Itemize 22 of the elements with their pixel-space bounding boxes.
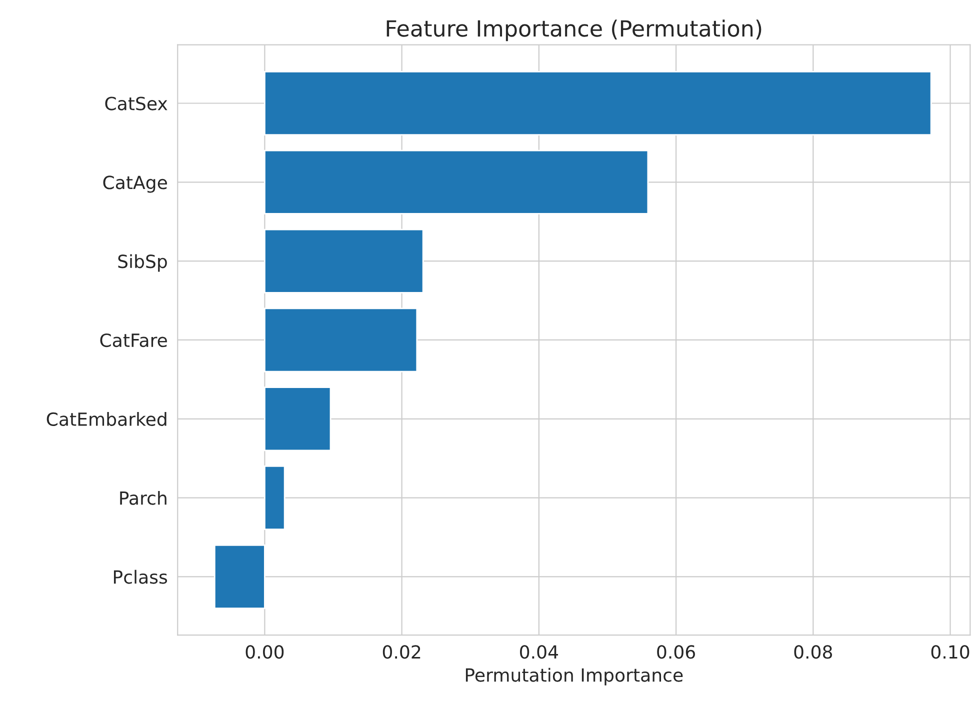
y-tick-label: Pclass: [114, 570, 168, 584]
x-tick-label: 0.00: [246, 645, 284, 659]
y-tick-label: CatEmbarked: [46, 412, 166, 426]
y-tick-label: CatAge: [103, 176, 167, 193]
y-tick-label: Parch: [120, 490, 166, 505]
x-tick-label: 0.04: [520, 645, 558, 659]
x-tick-label: 0.06: [657, 645, 695, 659]
x-tick-label: 0.02: [382, 645, 420, 659]
bar: [214, 544, 266, 609]
y-tick-label: CatSex: [105, 96, 168, 110]
y-tick-label: SibSp: [118, 254, 167, 272]
bar: [264, 228, 424, 294]
bar: [264, 386, 332, 452]
chart-title: Feature Importance (Permutation): [386, 20, 762, 42]
bar: [264, 308, 418, 372]
bar: [264, 71, 932, 136]
y-tick-label: CatFare: [100, 333, 167, 348]
x-tick-label: 0.08: [794, 645, 832, 659]
bar: [264, 150, 649, 214]
x-axis-title: Permutation Importance: [466, 668, 683, 686]
bar: [264, 466, 286, 530]
x-tick-label: 0.10: [931, 645, 970, 659]
